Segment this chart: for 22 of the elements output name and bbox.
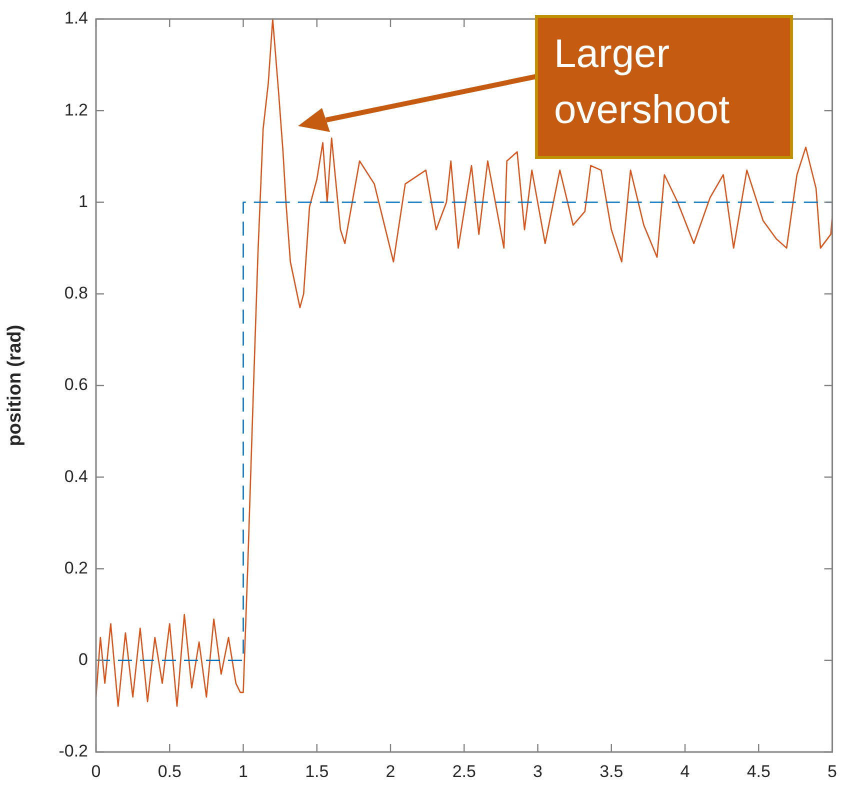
- x-tick-label: 1: [238, 762, 248, 781]
- x-tick-label: 4.5: [746, 762, 770, 781]
- x-tick-label: 3.5: [600, 762, 624, 781]
- y-tick-label: 0.2: [64, 558, 88, 578]
- x-tick-label: 5: [828, 762, 838, 781]
- annotation: Larger overshoot: [535, 15, 793, 159]
- x-tick-label: 1.5: [305, 762, 329, 781]
- y-tick-label: 1.4: [64, 8, 88, 28]
- x-tick-label: 0: [91, 762, 101, 781]
- x-tick-label: 2: [386, 762, 396, 781]
- y-tick-label: 1.2: [64, 100, 88, 120]
- y-tick-label: -0.2: [58, 742, 88, 761]
- x-tick-label: 0.5: [158, 762, 182, 781]
- y-tick-label: 0: [78, 650, 88, 670]
- y-tick-label: 1: [78, 192, 88, 211]
- x-tick-label: 2.5: [452, 762, 476, 781]
- y-tick-label: 0.4: [64, 466, 88, 486]
- x-tick-label: 4: [680, 762, 690, 781]
- x-tick-label: 3: [533, 762, 542, 781]
- y-axis-title: position (rad): [4, 324, 26, 446]
- y-tick-label: 0.6: [64, 375, 88, 394]
- y-tick-label: 0.8: [64, 284, 88, 303]
